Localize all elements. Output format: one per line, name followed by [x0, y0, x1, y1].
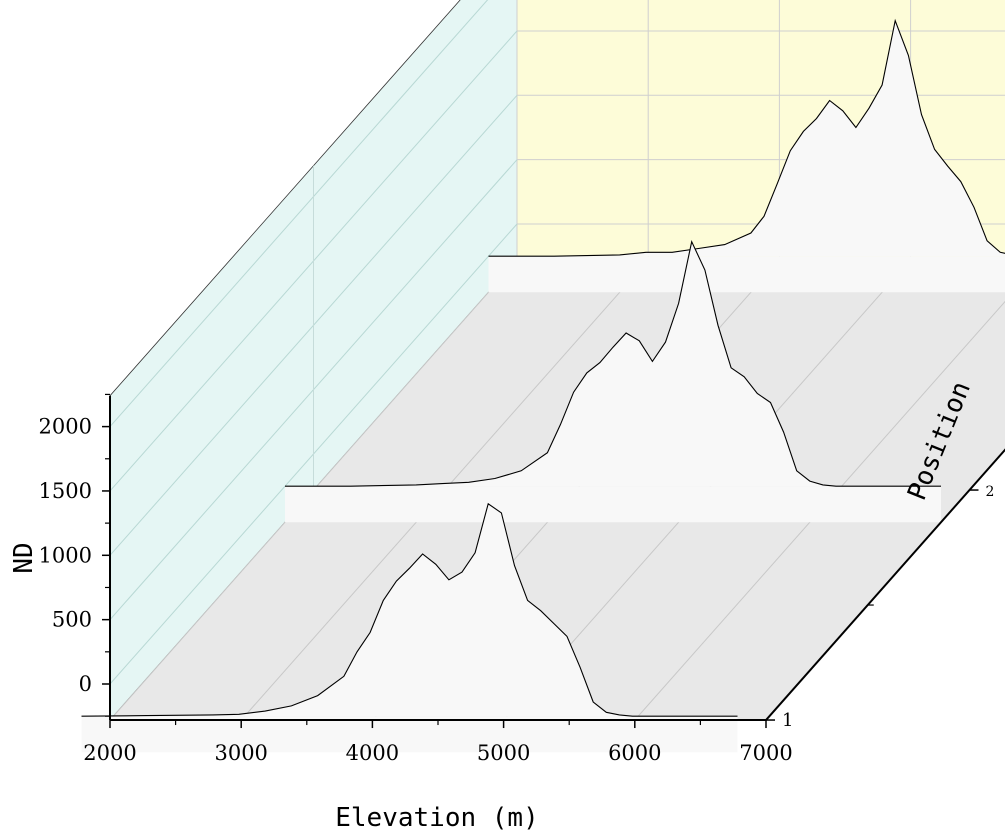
ribbon-area [285, 241, 941, 487]
x-tick-label: 7000 [739, 741, 792, 765]
y-tick-label: 1000 [39, 543, 92, 567]
y-tick-label: 0 [79, 672, 92, 696]
x-tick-label: 2000 [83, 741, 136, 765]
x-axis-title: Elevation (m) [335, 803, 539, 833]
ribbon-position-3 [488, 18, 1005, 293]
ribbon-base [285, 486, 941, 523]
y-axis-title: ND [9, 542, 39, 573]
ribbon-position-1 [81, 502, 738, 753]
ribbon-position-2 [285, 239, 941, 523]
x-tick-label: 6000 [608, 741, 661, 765]
y-tick-label: 1500 [39, 479, 92, 503]
chart-axes: 2000 3000 4000 5000 6000 7000 0 500 1000 1500 2000… [39, 393, 1005, 765]
ribbon-base [488, 256, 1005, 293]
series-ribbons [81, 18, 1005, 753]
series-line-position-1 [81, 502, 738, 717]
z-tick-label: 1 [782, 710, 793, 731]
ribbon-area [81, 503, 738, 717]
y-tick-label: 2000 [39, 415, 92, 439]
y-tick-label: 500 [52, 608, 92, 632]
ribbon-area [488, 20, 1005, 257]
z-tick-label: 2 [986, 484, 995, 500]
x-tick-label: 5000 [477, 741, 530, 765]
x-tick-label: 4000 [346, 741, 399, 765]
series-line-position-3 [488, 18, 1005, 257]
x-tick-label: 3000 [214, 741, 267, 765]
series-line-position-2 [285, 239, 941, 487]
ribbon-base [81, 716, 738, 753]
